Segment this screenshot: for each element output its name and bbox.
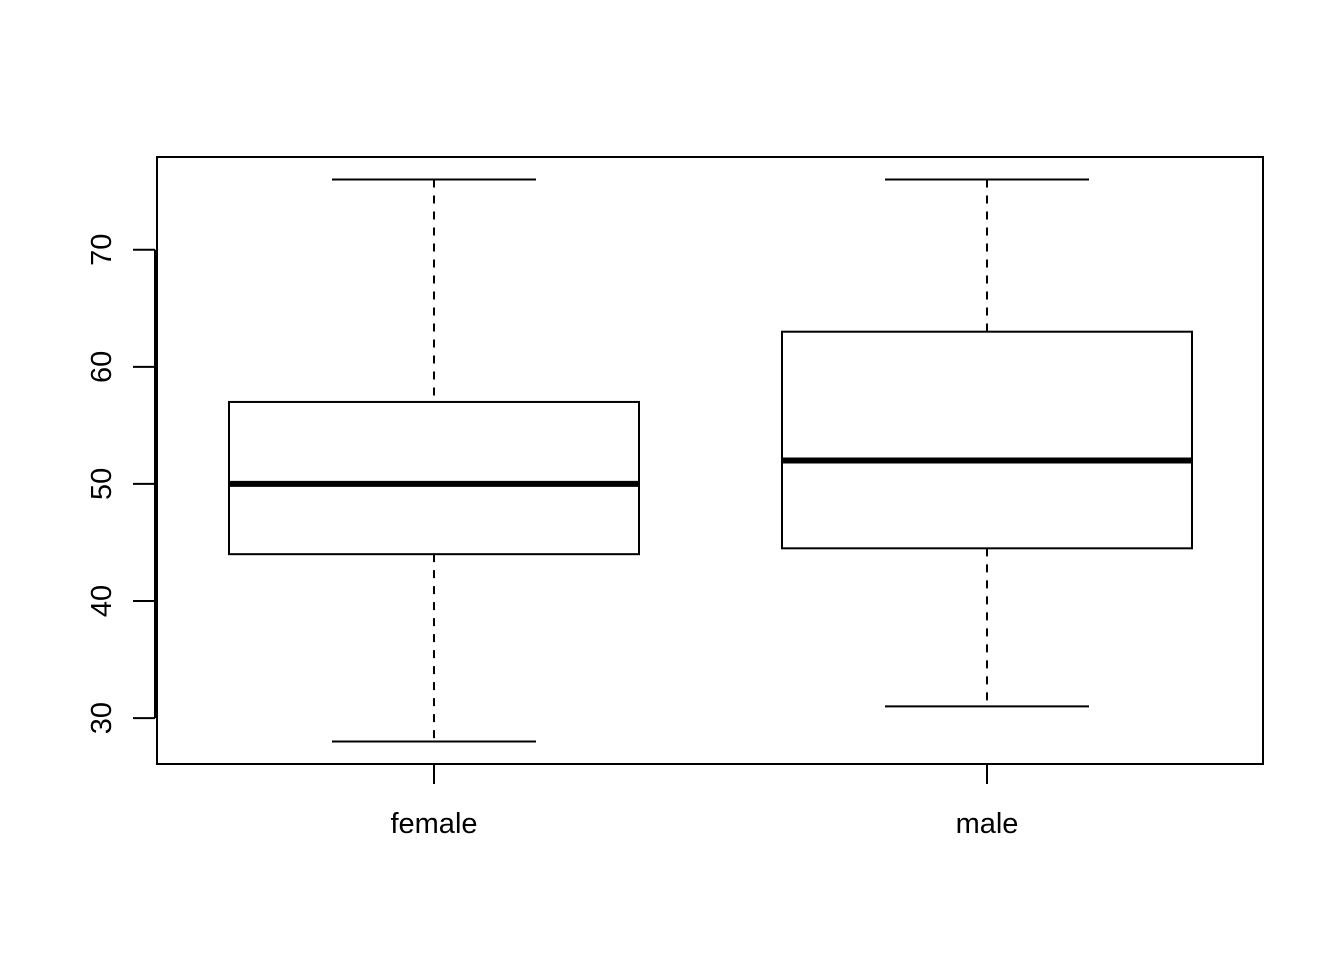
y-tick-label: 40 (86, 585, 118, 617)
box-male (781, 178, 1193, 708)
x-axis: female male (390, 764, 1018, 840)
interquartile-box (781, 330, 1193, 550)
x-tick-label: male (956, 808, 1019, 840)
interquartile-box (228, 400, 640, 556)
y-tick-label: 70 (86, 234, 118, 266)
y-tick-label: 30 (86, 702, 118, 734)
y-tick-label: 50 (86, 468, 118, 500)
y-tick-label: 60 (86, 351, 118, 383)
boxes-layer (228, 178, 1193, 743)
x-tick-label: female (390, 808, 477, 840)
plot-area (156, 156, 1264, 765)
plot-frame (156, 156, 1264, 765)
box-female (228, 178, 640, 743)
y-axis: 30 40 50 60 70 (86, 234, 156, 734)
